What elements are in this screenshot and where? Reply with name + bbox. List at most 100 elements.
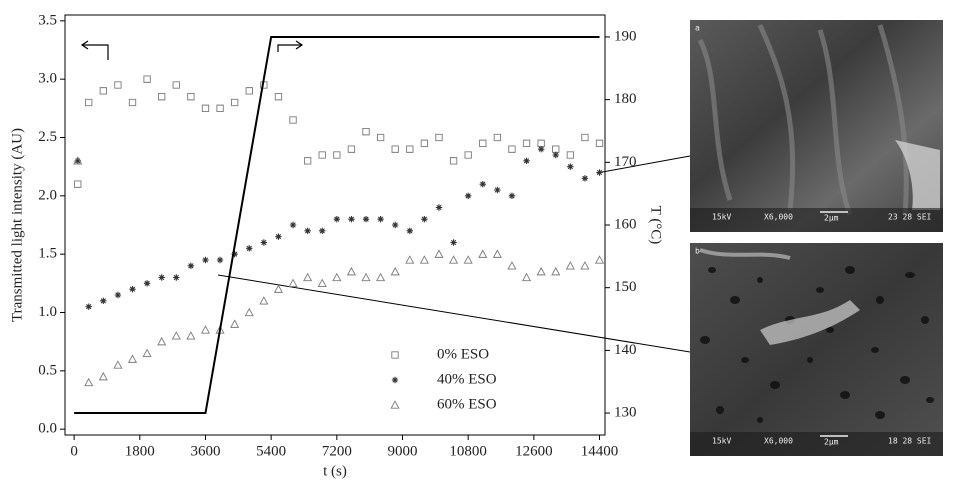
marker-star xyxy=(187,262,195,270)
marker-star xyxy=(596,169,603,176)
x-tick-label: 14400 xyxy=(581,443,619,459)
marker-star xyxy=(85,303,92,310)
x-tick-label: 12600 xyxy=(515,443,553,459)
marker-star xyxy=(421,215,428,223)
plot-frame xyxy=(64,14,606,436)
image-caption: 15kV xyxy=(712,437,731,446)
marker-triangle xyxy=(536,266,546,276)
marker-triangle xyxy=(332,272,342,282)
marker-triangle xyxy=(186,331,196,340)
marker-star xyxy=(464,192,472,200)
y-tick-label: 3.5 xyxy=(38,12,57,28)
marker-square xyxy=(74,180,82,188)
x-tick-label: 10800 xyxy=(449,443,487,459)
marker-square xyxy=(508,145,516,153)
marker-triangle xyxy=(507,261,517,270)
marker-triangle xyxy=(492,249,502,258)
marker-triangle xyxy=(361,272,371,282)
marker-triangle xyxy=(419,255,429,264)
marker-square xyxy=(99,87,107,95)
marker-triangle xyxy=(434,249,444,258)
image-caption: 2μm xyxy=(824,438,839,447)
marker-star xyxy=(348,215,355,223)
marker-square xyxy=(231,98,239,107)
marker-star xyxy=(567,163,574,170)
y2-axis-label: T (°C) xyxy=(648,206,664,245)
marker-triangle xyxy=(98,371,108,381)
marker-square xyxy=(114,81,122,89)
marker-triangle xyxy=(157,336,167,346)
sem-image-a: a 15kV X6,000 2μm 23 28 SEI xyxy=(690,20,943,232)
y-tick-label: 3.0 xyxy=(38,71,57,87)
marker-triangle xyxy=(84,377,94,387)
legend-label: 0% ESO xyxy=(437,346,489,362)
marker-square xyxy=(362,128,370,136)
marker-triangle xyxy=(73,156,83,165)
axis-arrows xyxy=(80,40,304,60)
marker-square xyxy=(479,139,487,147)
x-tick-label: 3600 xyxy=(190,443,220,459)
y2-tick-label: 170 xyxy=(614,154,637,170)
marker-triangle xyxy=(449,255,459,264)
marker-square xyxy=(449,157,458,165)
marker-star xyxy=(158,274,165,281)
marker-square xyxy=(274,93,283,101)
marker-square xyxy=(289,116,297,124)
marker-triangle xyxy=(303,272,313,282)
legend-marker xyxy=(391,376,399,384)
marker-star xyxy=(377,215,384,223)
marker-triangle xyxy=(113,360,123,369)
marker-star xyxy=(523,157,530,165)
marker-square xyxy=(435,133,443,142)
temperature-line xyxy=(74,35,600,415)
marker-square xyxy=(493,133,502,142)
y-tick-label: 1.0 xyxy=(38,304,57,320)
marker-square xyxy=(85,98,93,107)
marker-square xyxy=(522,139,531,147)
marker-square xyxy=(187,93,195,101)
marker-star xyxy=(333,215,341,223)
marker-star xyxy=(289,221,297,229)
marker-star xyxy=(100,297,107,305)
marker-star xyxy=(435,204,443,211)
marker-triangle xyxy=(390,266,400,276)
y2-tick-label: 130 xyxy=(614,404,637,420)
image-label: b xyxy=(695,247,700,256)
marker-triangle xyxy=(463,255,473,264)
marker-square xyxy=(158,93,166,101)
marker-triangle xyxy=(565,261,575,270)
y2-tick-label: 160 xyxy=(614,216,637,232)
image-caption: 15kV xyxy=(712,213,731,222)
image-label: a xyxy=(695,24,700,33)
marker-triangle xyxy=(273,284,284,293)
marker-square xyxy=(566,151,574,159)
marker-square xyxy=(318,151,326,159)
y-tick-label: 2.5 xyxy=(38,129,57,145)
image-caption: 18 28 SEI xyxy=(888,437,932,446)
marker-triangle xyxy=(200,325,211,334)
marker-square xyxy=(420,139,429,147)
marker-square xyxy=(581,133,589,142)
marker-star xyxy=(479,180,486,188)
image-caption: X6,000 xyxy=(764,437,793,446)
y-tick-label: 0.0 xyxy=(38,421,57,437)
marker-star xyxy=(304,227,311,235)
x-tick-label: 5400 xyxy=(256,443,286,459)
marker-triangle xyxy=(580,261,590,270)
y-tick-label: 0.5 xyxy=(38,362,57,378)
marker-triangle xyxy=(594,255,605,264)
marker-triangle xyxy=(259,296,269,305)
marker-star xyxy=(392,221,399,229)
marker-triangle xyxy=(376,272,386,282)
marker-star xyxy=(129,285,136,293)
marker-square xyxy=(552,145,560,153)
marker-triangle xyxy=(346,266,356,276)
marker-star xyxy=(552,151,559,159)
marker-star xyxy=(362,215,370,223)
marker-square xyxy=(406,145,414,153)
marker-triangle xyxy=(551,266,561,276)
y2-tick-label: 190 xyxy=(614,28,637,44)
connectors xyxy=(217,155,691,353)
marker-star xyxy=(406,227,413,235)
